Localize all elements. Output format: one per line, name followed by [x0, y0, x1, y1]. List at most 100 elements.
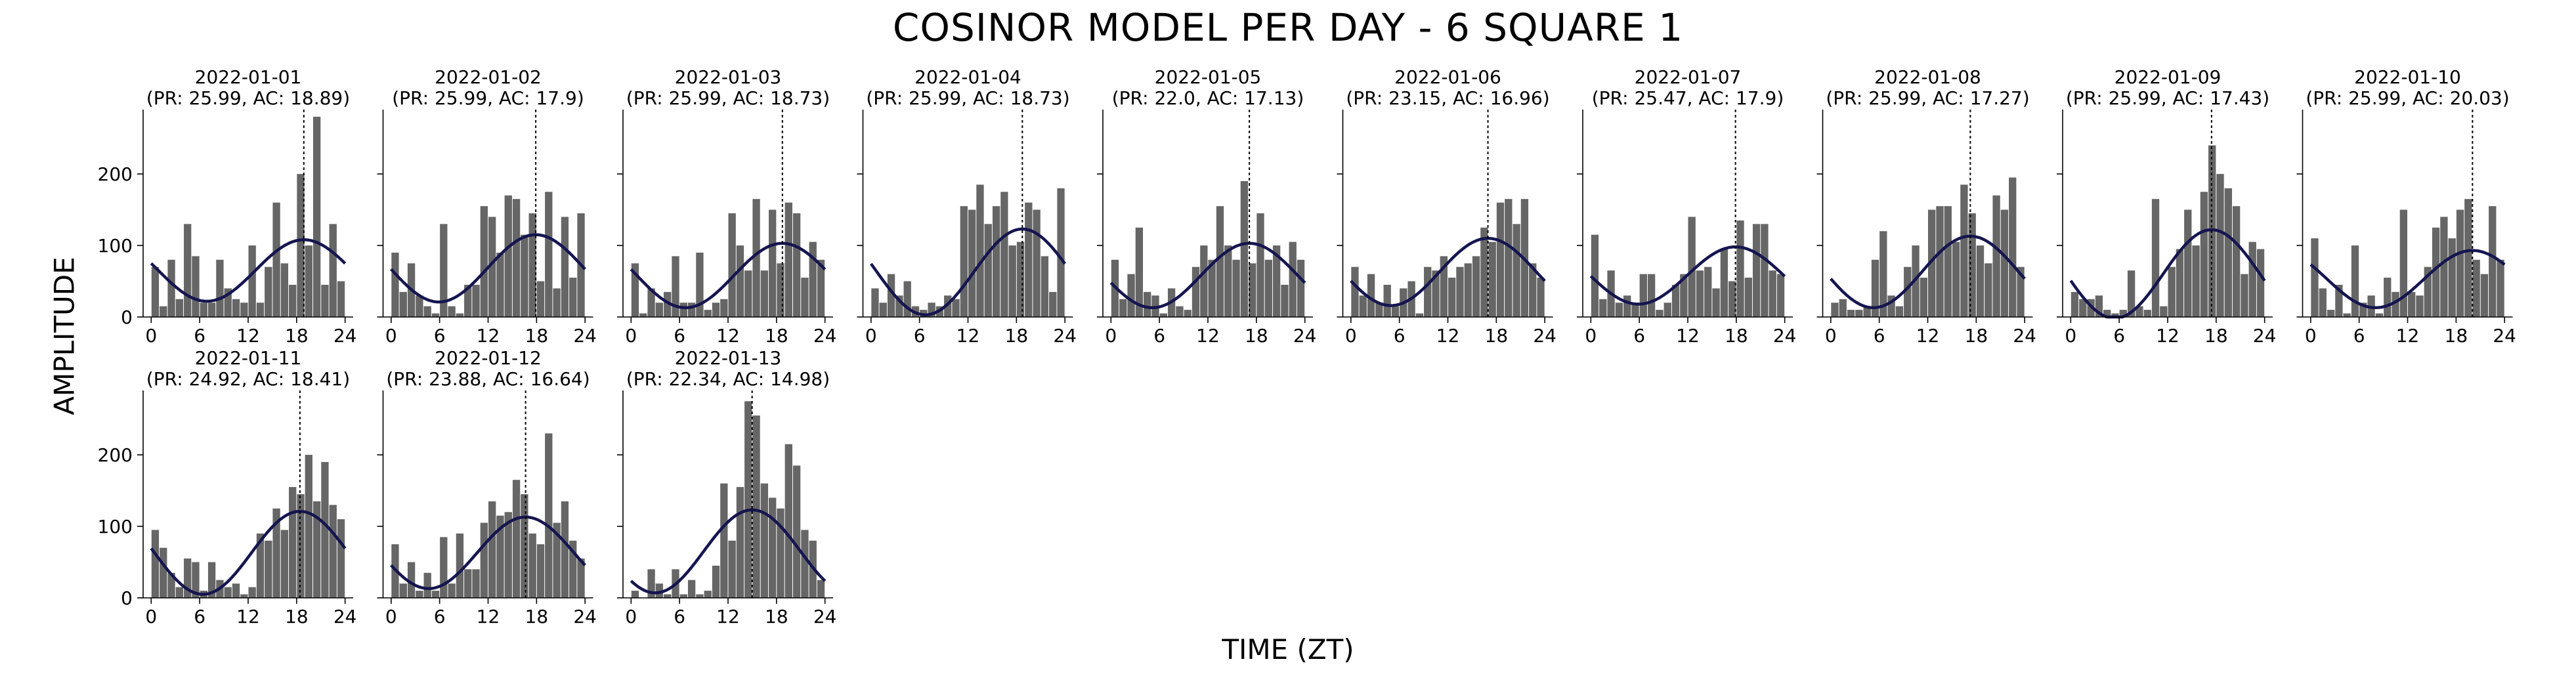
bar [2343, 313, 2351, 317]
bar [391, 252, 399, 317]
x-tick-label: 18 [525, 606, 549, 627]
bar [448, 306, 456, 317]
bar [792, 213, 801, 317]
bar [488, 217, 496, 317]
x-tick-label: 0 [2305, 325, 2317, 347]
bar [984, 224, 992, 317]
panel-title-stats: (PR: 25.99, AC: 18.89) [146, 87, 350, 109]
bar [256, 303, 265, 317]
bar [777, 508, 784, 598]
bar [744, 270, 752, 317]
panel-2022-01-09: 2022-01-09(PR: 25.99, AC: 17.43) 0 6 12 18 24 [2057, 66, 2277, 347]
bar [1057, 188, 1065, 317]
panel-title-stats: (PR: 22.0, AC: 17.13) [1112, 87, 1304, 109]
cosinor-fit-curve [1830, 234, 2026, 310]
panel-title-date: 2022-01-07 [1635, 66, 1742, 88]
bar [151, 530, 160, 598]
bar [553, 522, 561, 598]
x-tick-label: 0 [385, 325, 397, 347]
panel-2022-01-10: 2022-01-10(PR: 25.99, AC: 20.03) 0 6 12 18 24 [2296, 66, 2516, 347]
bar [399, 583, 407, 598]
bar [696, 252, 704, 317]
bar [423, 572, 431, 598]
bar [321, 461, 329, 598]
bar [2351, 245, 2359, 317]
bar [1631, 303, 1639, 317]
x-tick-label: 24 [1533, 325, 1556, 347]
bar [248, 587, 256, 598]
bar [248, 245, 256, 317]
bar [240, 303, 248, 317]
bar [1720, 249, 1728, 317]
bar [297, 174, 305, 317]
x-tick-label: 18 [1965, 325, 1988, 347]
bar [561, 501, 569, 598]
bar [712, 565, 720, 598]
bar [1049, 291, 1057, 317]
panel-title-date: 2022-01-03 [675, 66, 782, 88]
bar [312, 501, 321, 598]
bar [1297, 259, 1305, 317]
y-tick-label: 0 [121, 306, 133, 328]
panel-2022-01-01: 2022-01-01(PR: 25.99, AC: 18.89) 0 6 12 18 24… [98, 66, 357, 347]
bar [639, 313, 647, 317]
x-tick-label: 0 [1105, 325, 1117, 347]
bar [472, 284, 480, 317]
bar [647, 569, 655, 598]
bar [1960, 184, 1968, 317]
bar [1664, 303, 1671, 317]
bar [416, 295, 423, 317]
bar [720, 483, 728, 598]
bar [631, 263, 639, 317]
panel-title-stats: (PR: 23.15, AC: 16.96) [1346, 87, 1549, 109]
bar [1839, 299, 1847, 317]
bar [2440, 217, 2448, 317]
bar [1887, 295, 1895, 317]
bar [1415, 313, 1424, 317]
x-tick-label: 0 [1585, 325, 1597, 347]
x-tick-label: 24 [813, 325, 837, 347]
x-tick-label: 18 [1245, 325, 1268, 347]
bar [1776, 274, 1785, 317]
panel-title-stats: (PR: 22.34, AC: 14.98) [626, 368, 830, 390]
panel-title-date: 2022-01-08 [1874, 66, 1981, 88]
x-tick-label: 6 [2113, 325, 2125, 347]
bar [777, 263, 784, 317]
bar [512, 199, 521, 317]
bar [1712, 288, 1720, 317]
bar [687, 579, 696, 598]
bar [720, 299, 728, 317]
bar [431, 591, 440, 598]
x-tick-label: 0 [2065, 325, 2076, 347]
bar [655, 583, 664, 598]
bar [200, 303, 207, 317]
bar [760, 483, 769, 598]
x-tick-label: 0 [1345, 325, 1357, 347]
bar [224, 288, 232, 317]
bar [672, 256, 679, 317]
x-tick-label: 6 [1153, 325, 1165, 347]
bar [2071, 291, 2079, 317]
bar [2480, 274, 2489, 317]
bar [488, 501, 496, 598]
x-tick-label: 24 [1053, 325, 1077, 347]
bar [337, 519, 345, 598]
bar [1623, 295, 1631, 317]
bar [2216, 174, 2224, 317]
bar [944, 295, 952, 317]
x-tick-label: 24 [813, 606, 837, 627]
bar [1736, 220, 1744, 317]
bar [1537, 278, 1545, 317]
bar [992, 206, 1000, 317]
bar [1505, 199, 1513, 317]
bar [2407, 291, 2416, 317]
bar [569, 278, 577, 317]
panel-title-date: 2022-01-09 [2114, 66, 2222, 88]
bar [1513, 224, 1520, 317]
bar [809, 242, 817, 317]
x-tick-label: 18 [2445, 325, 2468, 347]
bar [1599, 299, 1607, 317]
y-tick-label: 100 [98, 235, 133, 257]
bar [1264, 259, 1272, 317]
